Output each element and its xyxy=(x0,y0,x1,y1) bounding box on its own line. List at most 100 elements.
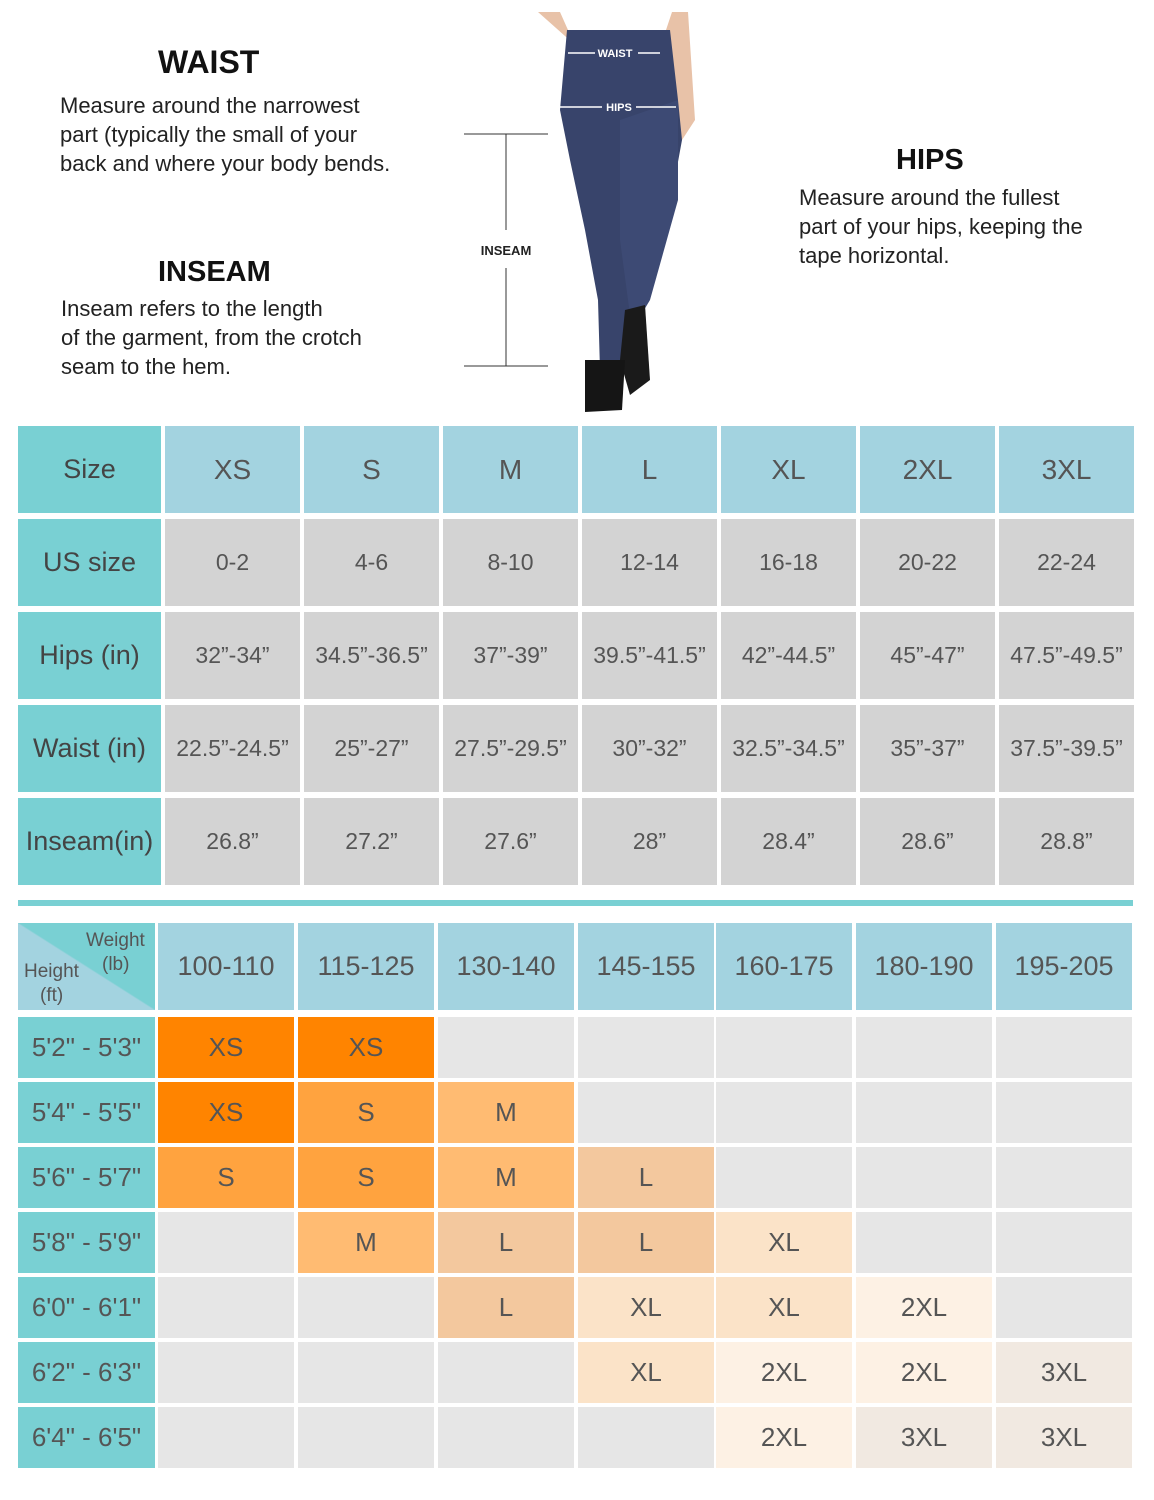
size-cell: 4-6 xyxy=(304,519,439,606)
size-cell: 45”-47” xyxy=(860,612,995,699)
height-header: 5'8" - 5'9" xyxy=(18,1212,155,1273)
size-cell: 37.5”-39.5” xyxy=(999,705,1134,792)
fit-cell xyxy=(996,1147,1132,1208)
text-line: Inseam refers to the length xyxy=(61,296,323,321)
fit-cell: XL xyxy=(716,1277,852,1338)
weight-header: 145-155 xyxy=(578,923,714,1010)
size-cell: 42”-44.5” xyxy=(721,612,856,699)
fit-cell xyxy=(578,1407,714,1468)
fit-cell xyxy=(856,1017,992,1078)
text-line: part of your hips, keeping the xyxy=(799,214,1083,239)
fit-cell xyxy=(438,1017,574,1078)
fit-cell: S xyxy=(298,1147,434,1208)
fit-cell xyxy=(578,1082,714,1143)
fit-cell: 2XL xyxy=(856,1277,992,1338)
size-cell: 16-18 xyxy=(721,519,856,606)
size-cell: 32”-34” xyxy=(165,612,300,699)
size-cell: S xyxy=(304,426,439,513)
text-line: part (typically the small of your xyxy=(60,122,358,147)
fit-cell xyxy=(996,1082,1132,1143)
size-cell: 8-10 xyxy=(443,519,578,606)
row-header: Hips (in) xyxy=(18,612,161,699)
size-cell: 3XL xyxy=(999,426,1134,513)
size-cell: 30”-32” xyxy=(582,705,717,792)
waist-label: WAIST xyxy=(598,48,633,60)
size-cell: XS xyxy=(165,426,300,513)
weight-header: 160-175 xyxy=(716,923,852,1010)
weight-header: 130-140 xyxy=(438,923,574,1010)
fit-cell xyxy=(438,1342,574,1403)
waist-description: Measure around the narrowest part (typic… xyxy=(60,91,390,178)
hips-title: HIPS xyxy=(896,144,964,176)
fit-cell xyxy=(298,1277,434,1338)
row-header: US size xyxy=(18,519,161,606)
fit-cell xyxy=(716,1147,852,1208)
fit-cell: XL xyxy=(578,1342,714,1403)
text-line: back and where your body bends. xyxy=(60,151,391,176)
fit-cell: 3XL xyxy=(996,1342,1132,1403)
height-header: 6'0" - 6'1" xyxy=(18,1277,155,1338)
corner-header: Weight (lb) Height (ft) xyxy=(18,923,155,1010)
size-cell: 0-2 xyxy=(165,519,300,606)
fit-cell: 3XL xyxy=(996,1407,1132,1468)
fit-cell xyxy=(158,1342,294,1403)
weight-header: 180-190 xyxy=(856,923,992,1010)
fit-cell xyxy=(158,1277,294,1338)
size-cell: 26.8” xyxy=(165,798,300,885)
height-header: 6'2" - 6'3" xyxy=(18,1342,155,1403)
size-cell: 28.8” xyxy=(999,798,1134,885)
size-cell: 34.5”-36.5” xyxy=(304,612,439,699)
fit-cell: L xyxy=(578,1147,714,1208)
corner-weight-unit: (lb) xyxy=(102,954,130,975)
leggings-figure: WAIST HIPS INSEAM xyxy=(464,12,695,412)
corner-weight: Weight xyxy=(86,930,145,951)
size-cell: 2XL xyxy=(860,426,995,513)
height-header: 6'4" - 6'5" xyxy=(18,1407,155,1468)
size-cell: 27.2” xyxy=(304,798,439,885)
size-cell: 28.6” xyxy=(860,798,995,885)
row-header: Size xyxy=(18,426,161,513)
size-cell: 12-14 xyxy=(582,519,717,606)
fit-cell: L xyxy=(438,1277,574,1338)
row-header: Inseam(in) xyxy=(18,798,161,885)
inseam-description: Inseam refers to the length of the garme… xyxy=(61,294,362,381)
fit-cell xyxy=(856,1212,992,1273)
size-cell: 25”-27” xyxy=(304,705,439,792)
size-cell: 32.5”-34.5” xyxy=(721,705,856,792)
fit-cell xyxy=(856,1147,992,1208)
fit-cell: 2XL xyxy=(716,1342,852,1403)
height-header: 5'4" - 5'5" xyxy=(18,1082,155,1143)
size-cell: 35”-37” xyxy=(860,705,995,792)
fit-cell xyxy=(856,1082,992,1143)
size-cell: L xyxy=(582,426,717,513)
fit-cell xyxy=(578,1017,714,1078)
text-line: Measure around the narrowest xyxy=(60,93,360,118)
height-header: 5'6" - 5'7" xyxy=(18,1147,155,1208)
row-header: Waist (in) xyxy=(18,705,161,792)
fit-cell: M xyxy=(298,1212,434,1273)
fit-cell: XS xyxy=(158,1017,294,1078)
hips-description: Measure around the fullest part of your … xyxy=(799,183,1083,270)
size-cell: 22.5”-24.5” xyxy=(165,705,300,792)
size-cell: XL xyxy=(721,426,856,513)
text-line: seam to the hem. xyxy=(61,354,231,379)
size-cell: 47.5”-49.5” xyxy=(999,612,1134,699)
fit-cell xyxy=(996,1212,1132,1273)
fit-cell xyxy=(298,1407,434,1468)
size-cell: M xyxy=(443,426,578,513)
fit-cell xyxy=(158,1212,294,1273)
fit-cell: M xyxy=(438,1082,574,1143)
fit-cell: L xyxy=(438,1212,574,1273)
size-cell: 27.6” xyxy=(443,798,578,885)
weight-header: 195-205 xyxy=(996,923,1132,1010)
fit-cell: XL xyxy=(578,1277,714,1338)
fit-cell: L xyxy=(578,1212,714,1273)
text-line: of the garment, from the crotch xyxy=(61,325,362,350)
height-header: 5'2" - 5'3" xyxy=(18,1017,155,1078)
fit-cell xyxy=(996,1017,1132,1078)
fit-cell: 2XL xyxy=(856,1342,992,1403)
divider xyxy=(18,900,1133,906)
weight-header: 115-125 xyxy=(298,923,434,1010)
fit-cell: XS xyxy=(298,1017,434,1078)
